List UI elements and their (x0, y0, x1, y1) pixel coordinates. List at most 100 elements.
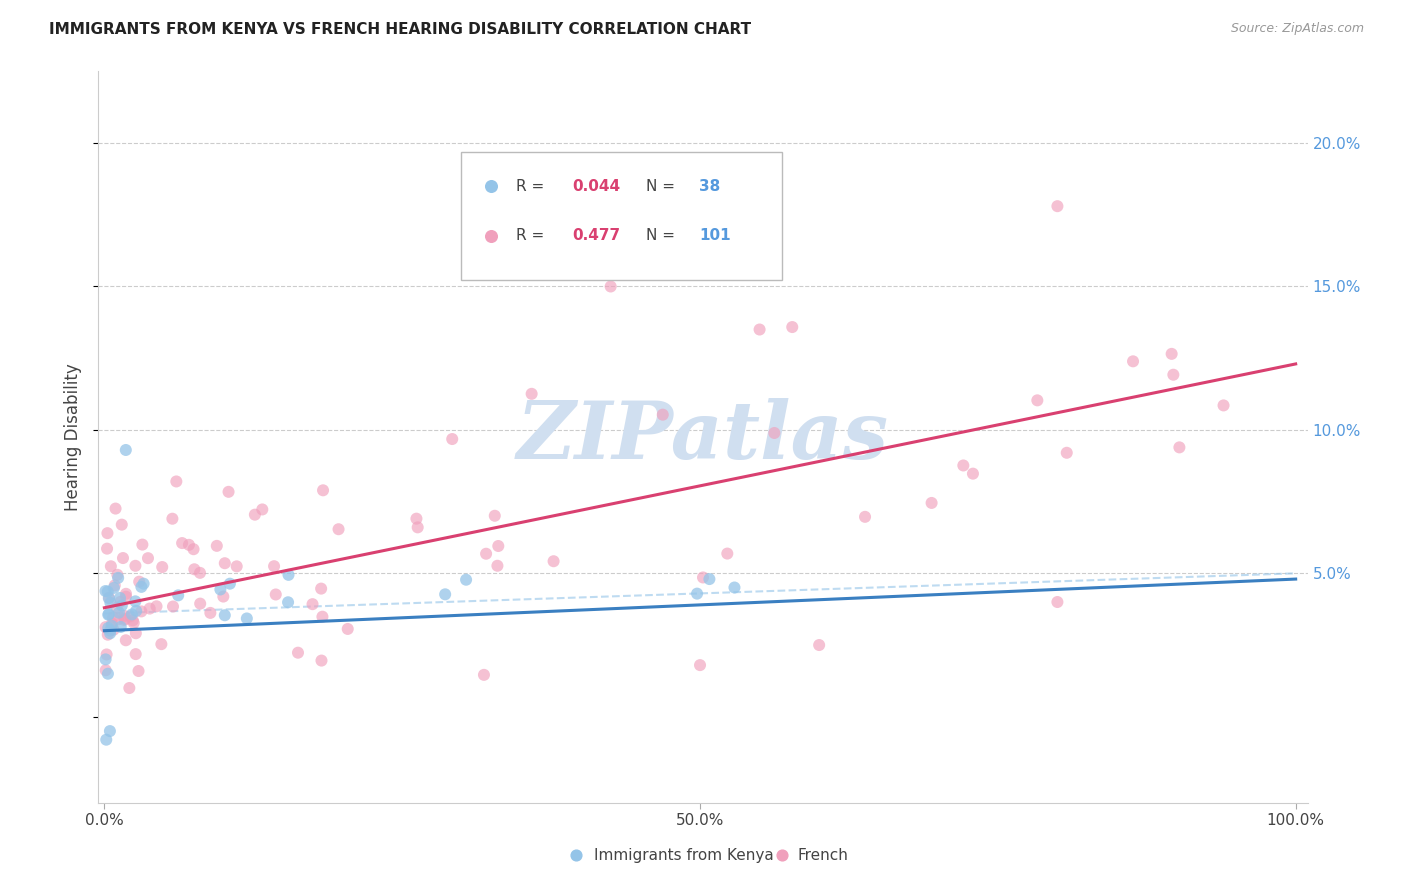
Point (112, 613, 135, 627)
Text: 38: 38 (699, 178, 721, 194)
Point (921, 496, 943, 510)
Point (150, 560, 173, 574)
Point (101, 610, 124, 624)
Point (484, 508, 506, 523)
Point (162, 599, 184, 614)
Point (510, 236, 533, 251)
Point (177, 538, 200, 552)
Point (105, 600, 128, 615)
Point (188, 566, 211, 580)
Point (748, 322, 770, 336)
Point (252, 502, 274, 516)
Point (100, 619, 122, 633)
Text: R =: R = (516, 228, 548, 244)
Point (651, 408, 673, 422)
Point (328, 522, 350, 536)
Point (472, 668, 495, 682)
Point (122, 615, 145, 630)
Point (1046, 595, 1069, 609)
Point (243, 508, 266, 522)
Point (205, 539, 228, 553)
Point (100, 559, 122, 574)
Point (209, 582, 232, 597)
Point (312, 483, 335, 498)
Point (96, 732, 118, 747)
Point (125, 604, 148, 618)
Point (962, 467, 984, 481)
Point (131, 604, 153, 618)
Point (103, 581, 125, 595)
Point (114, 612, 136, 626)
Point (188, 597, 211, 611)
Point (1168, 441, 1191, 455)
Point (128, 574, 150, 589)
Point (115, 587, 138, 601)
Point (1046, 199, 1069, 213)
Point (114, 442, 136, 457)
Point (98, 626, 121, 640)
Text: Source: ZipAtlas.com: Source: ZipAtlas.com (1230, 22, 1364, 36)
Point (475, 547, 498, 561)
Point (103, 623, 125, 637)
Point (287, 646, 309, 660)
Text: N =: N = (647, 228, 681, 244)
Point (214, 556, 236, 570)
Point (172, 536, 194, 550)
Point (97, 591, 120, 606)
Point (225, 559, 247, 574)
Point (101, 616, 124, 631)
Point (763, 425, 786, 440)
Point (111, 551, 134, 566)
Point (114, 633, 136, 648)
Point (952, 458, 974, 473)
Text: 0.477: 0.477 (572, 228, 620, 244)
Point (336, 622, 359, 636)
Text: N =: N = (647, 178, 681, 194)
Text: IMMIGRANTS FROM KENYA VS FRENCH HEARING DISABILITY CORRELATION CHART: IMMIGRANTS FROM KENYA VS FRENCH HEARING … (49, 22, 751, 37)
Point (107, 571, 129, 585)
Point (780, 320, 803, 334)
Point (96, 541, 118, 556)
Point (97, 621, 120, 635)
Point (131, 538, 153, 552)
Point (100, 596, 122, 610)
Point (214, 608, 236, 623)
Point (124, 558, 146, 573)
Point (105, 567, 128, 582)
Point (406, 520, 429, 534)
Point (98, 591, 121, 605)
Point (125, 647, 148, 661)
Point (97, 666, 120, 681)
Point (167, 588, 190, 602)
Point (520, 386, 543, 401)
Point (434, 587, 457, 601)
Point (1163, 368, 1185, 382)
Point (165, 475, 187, 489)
Point (136, 551, 159, 566)
Point (183, 542, 205, 557)
Point (98, 624, 121, 638)
Point (723, 581, 745, 595)
Point (150, 637, 173, 651)
Point (108, 591, 131, 605)
Point (686, 587, 709, 601)
Point (183, 562, 205, 576)
Point (441, 432, 464, 446)
Point (97, 607, 120, 622)
Point (118, 681, 141, 695)
Point (107, 612, 129, 626)
Point (236, 611, 259, 625)
Point (132, 576, 155, 591)
Text: 0.044: 0.044 (572, 178, 620, 194)
Point (124, 594, 146, 608)
Point (853, 509, 876, 524)
Point (212, 590, 235, 604)
Point (1056, 446, 1078, 460)
Point (125, 626, 148, 640)
Point (219, 576, 242, 591)
Text: Immigrants from Kenya: Immigrants from Kenya (595, 848, 773, 863)
Point (97, 607, 120, 622)
Point (162, 512, 184, 526)
Point (121, 607, 143, 622)
Point (111, 517, 134, 532)
